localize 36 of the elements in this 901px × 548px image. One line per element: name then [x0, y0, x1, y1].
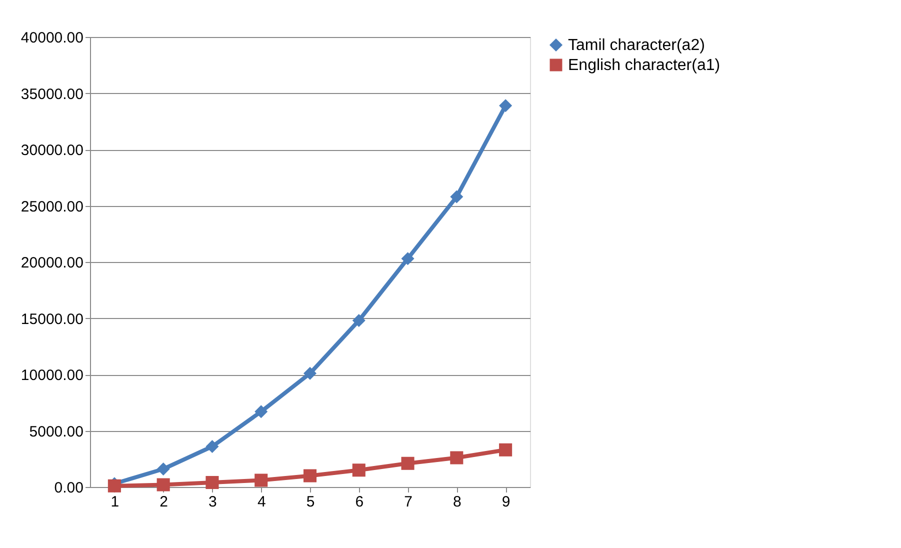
point [499, 443, 512, 456]
point [254, 405, 268, 418]
point [401, 456, 414, 470]
point [156, 478, 170, 492]
y-tick-label: 0.00 [54, 480, 84, 496]
x-tick-label: 8 [452, 494, 462, 510]
y-tick-label: 25000.00 [20, 198, 84, 216]
point [499, 99, 512, 112]
point [303, 366, 317, 380]
legend-label: Tamil character(a2) [568, 37, 705, 54]
point [352, 464, 366, 477]
point [156, 462, 170, 476]
point [206, 476, 219, 490]
y-tick-label: 30000.00 [20, 142, 84, 159]
y-tick-label: 15000.00 [20, 310, 84, 328]
y-tick-label: 20000.00 [20, 254, 84, 272]
x-tick-label: 7 [404, 494, 412, 510]
x-tick-label: 5 [306, 494, 315, 510]
x-tick-label: 9 [502, 494, 510, 510]
x-tick-label: 4 [257, 494, 266, 510]
x-tick-label: 6 [355, 494, 364, 510]
point [450, 190, 464, 204]
legend-label: English character(a1) [568, 57, 720, 74]
point [303, 469, 317, 482]
point [401, 252, 414, 266]
y-tick-label: 40000.00 [20, 30, 84, 46]
x-tick-label: 2 [160, 494, 168, 510]
y-tick-label: 5000.00 [29, 423, 84, 440]
point [254, 474, 268, 487]
x-tick-label: 3 [208, 494, 217, 510]
point [206, 440, 219, 454]
x-tick-label: 1 [110, 494, 120, 510]
y-tick-label: 35000.00 [20, 86, 84, 103]
point [450, 451, 464, 464]
point [352, 314, 366, 328]
y-tick-label: 10000.00 [20, 367, 84, 384]
